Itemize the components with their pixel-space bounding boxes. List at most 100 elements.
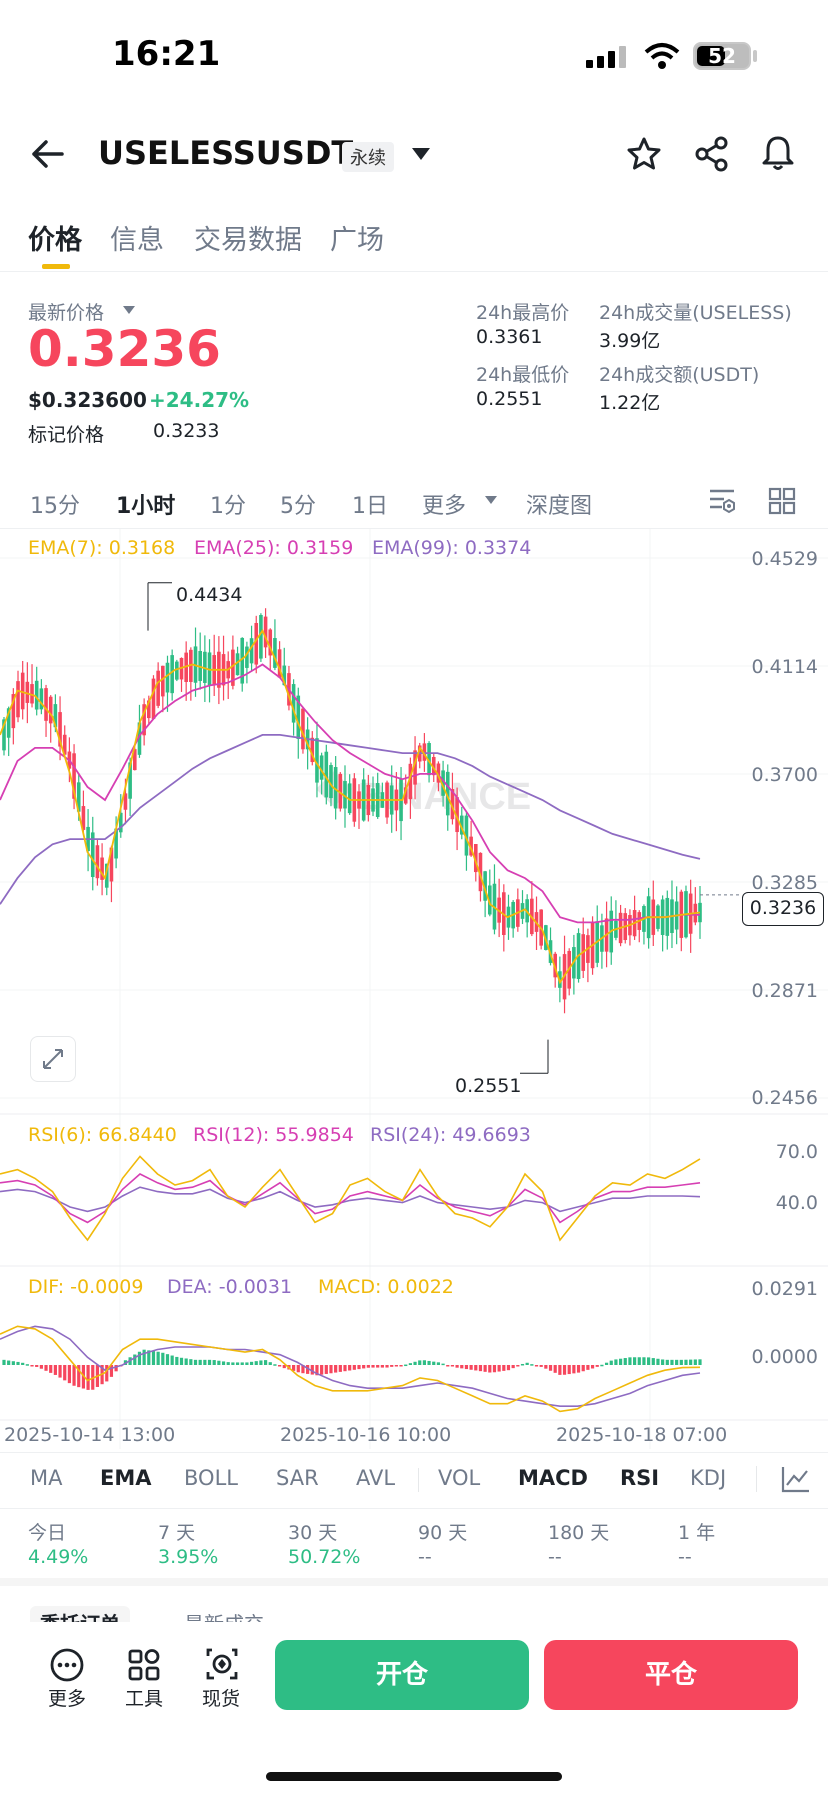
perf-label: 30 天 bbox=[288, 1522, 338, 1544]
macd-bar bbox=[520, 1363, 525, 1366]
timeframe-15m[interactable]: 15分 bbox=[30, 494, 80, 519]
bell-icon[interactable] bbox=[760, 134, 796, 172]
indicator-macd[interactable]: MACD bbox=[518, 1466, 588, 1490]
tab-info[interactable]: 信息 bbox=[110, 225, 164, 256]
symbol-title[interactable]: USELESSUSDT bbox=[98, 134, 354, 172]
tools-icon[interactable] bbox=[127, 1648, 161, 1682]
usd-price: $0.323600 bbox=[28, 388, 147, 412]
tab-square[interactable]: 广场 bbox=[330, 225, 384, 256]
timeframe-1d[interactable]: 1日 bbox=[352, 494, 388, 519]
macd-bar bbox=[277, 1365, 282, 1367]
open-position-button[interactable]: 开仓 bbox=[275, 1640, 529, 1710]
macd-bar bbox=[436, 1362, 441, 1365]
macd-bar bbox=[273, 1364, 277, 1366]
macd-bar bbox=[376, 1365, 380, 1368]
wifi-icon bbox=[644, 43, 680, 69]
candle-body bbox=[6, 708, 11, 738]
macd-bar bbox=[581, 1365, 585, 1372]
macd-bar bbox=[492, 1365, 497, 1373]
kline-chart[interactable]: BINANCE bbox=[0, 529, 828, 1459]
nav-spot-label[interactable]: 现货 bbox=[201, 1688, 240, 1710]
candle-body bbox=[249, 638, 254, 664]
ema25-line bbox=[0, 663, 701, 924]
fullscreen-button[interactable] bbox=[30, 1036, 76, 1082]
indicator-settings-icon[interactable] bbox=[780, 1464, 812, 1494]
active-tab-underline bbox=[42, 264, 70, 269]
candle-body bbox=[483, 871, 487, 901]
macd-bar bbox=[212, 1360, 216, 1365]
timeframe-more[interactable]: 更多 bbox=[422, 494, 467, 519]
candle-body bbox=[282, 665, 287, 686]
indicator-sar[interactable]: SAR bbox=[276, 1466, 319, 1490]
macd-bar bbox=[334, 1365, 338, 1373]
macd-bar bbox=[394, 1365, 398, 1367]
more-dropdown-icon[interactable] bbox=[484, 495, 498, 505]
indicator-avl[interactable]: AVL bbox=[356, 1466, 396, 1490]
macd-bar bbox=[675, 1359, 679, 1365]
candle-body bbox=[296, 695, 301, 739]
high-annotation: 0.4434 bbox=[176, 584, 243, 606]
chart-settings-icon[interactable] bbox=[708, 487, 738, 515]
cellular-signal-icon bbox=[586, 46, 628, 68]
tab-depth-chart[interactable]: 深度图 bbox=[526, 494, 593, 519]
candle-body bbox=[39, 688, 44, 710]
ema7-line bbox=[0, 628, 701, 985]
indicator-vol[interactable]: VOL bbox=[438, 1466, 481, 1490]
x-tick: 2025-10-14 13:00 bbox=[4, 1424, 176, 1446]
divider bbox=[0, 271, 828, 272]
spot-icon[interactable] bbox=[204, 1646, 240, 1682]
indicator-rsi[interactable]: RSI bbox=[620, 1466, 660, 1490]
indicator-boll[interactable]: BOLL bbox=[184, 1466, 238, 1490]
macd-bar bbox=[109, 1365, 114, 1377]
dropdown-triangle-icon[interactable] bbox=[410, 146, 432, 162]
ema99-legend: EMA(99): 0.3374 bbox=[372, 537, 532, 559]
macd-bar bbox=[156, 1351, 160, 1365]
star-icon[interactable] bbox=[626, 136, 662, 172]
candle-body bbox=[44, 688, 48, 721]
macd-bar bbox=[72, 1365, 76, 1386]
candle-body bbox=[142, 704, 146, 736]
macd-bar bbox=[460, 1365, 464, 1369]
last-price-label[interactable]: 最新价格 bbox=[28, 302, 105, 324]
indicator-ma[interactable]: MA bbox=[30, 1466, 63, 1490]
macd-bar bbox=[572, 1365, 576, 1374]
nav-more-label[interactable]: 更多 bbox=[47, 1688, 86, 1710]
macd-bar bbox=[525, 1362, 529, 1365]
macd-bar bbox=[534, 1365, 539, 1367]
candle-body bbox=[25, 681, 30, 703]
macd-bar bbox=[623, 1358, 627, 1365]
timeframe-1h[interactable]: 1小时 bbox=[116, 494, 176, 519]
macd-bar bbox=[618, 1358, 623, 1365]
macd-bar bbox=[455, 1365, 459, 1368]
price-type-dropdown-icon[interactable] bbox=[122, 305, 136, 315]
last-price-tag: 0.3236 bbox=[742, 892, 824, 926]
layout-grid-icon[interactable] bbox=[768, 487, 796, 515]
macd-bar bbox=[474, 1365, 478, 1371]
macd-bar bbox=[179, 1357, 184, 1365]
rsi24-line bbox=[0, 1186, 701, 1213]
nav-tools-label[interactable]: 工具 bbox=[124, 1688, 163, 1710]
macd-bar bbox=[576, 1365, 581, 1373]
macd-bar bbox=[418, 1360, 422, 1365]
candle-body bbox=[473, 844, 478, 873]
indicator-kdj[interactable]: KDJ bbox=[690, 1466, 727, 1490]
share-icon[interactable] bbox=[694, 136, 730, 172]
macd-bar bbox=[586, 1365, 590, 1370]
candle-body bbox=[301, 708, 305, 750]
expand-icon bbox=[43, 1049, 63, 1069]
indicator-ema[interactable]: EMA bbox=[100, 1466, 152, 1490]
timeframe-5m[interactable]: 5分 bbox=[280, 494, 316, 519]
back-arrow-icon[interactable] bbox=[30, 138, 66, 170]
candle-body bbox=[427, 743, 431, 776]
tab-trading-data[interactable]: 交易数据 bbox=[194, 225, 302, 256]
candle-body bbox=[315, 738, 319, 783]
tab-price[interactable]: 价格 bbox=[28, 225, 82, 256]
more-dots-icon[interactable] bbox=[50, 1648, 84, 1682]
macd-bar bbox=[693, 1359, 697, 1365]
macd-bar bbox=[562, 1365, 567, 1375]
macd-bar bbox=[446, 1365, 450, 1367]
high-24h-label: 24h最高价 bbox=[476, 302, 570, 324]
candle-body bbox=[235, 653, 240, 676]
timeframe-1m[interactable]: 1分 bbox=[210, 494, 246, 519]
close-position-button[interactable]: 平仓 bbox=[544, 1640, 798, 1710]
